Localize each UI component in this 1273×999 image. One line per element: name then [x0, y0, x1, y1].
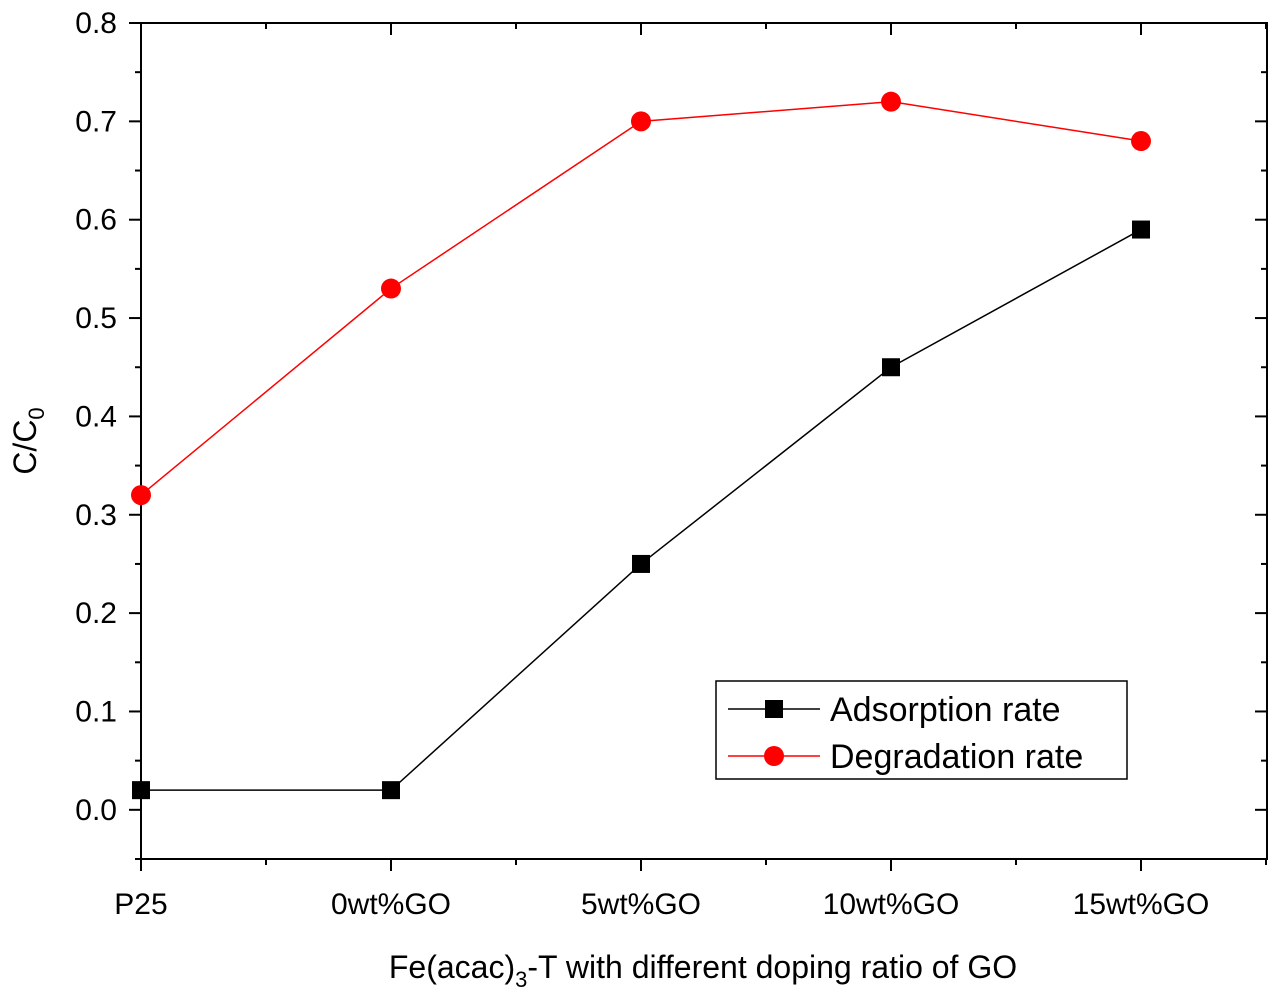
- y-tick-label: 0.6: [75, 204, 117, 237]
- data-point-degradation-rate: [631, 111, 651, 132]
- y-tick-label: 0.8: [75, 7, 117, 40]
- legend: Adsorption rate Degradation rate: [715, 680, 1128, 780]
- x-tick-label: 5wt%GO: [581, 888, 701, 921]
- data-point-adsorption-rate: [882, 358, 900, 377]
- y-axis-title: C/C0: [7, 407, 49, 474]
- x-tick-label: 10wt%GO: [823, 888, 960, 921]
- y-tick-label: 0.0: [75, 794, 117, 827]
- legend-marker-degradation: [764, 746, 784, 766]
- data-point-adsorption-rate: [632, 554, 650, 573]
- data-point-degradation-rate: [1131, 131, 1151, 152]
- x-tick-label: 15wt%GO: [1073, 888, 1210, 921]
- x-tick-label: 0wt%GO: [331, 888, 451, 921]
- x-axis-title-suffix: -T with different doping ratio of GO: [527, 949, 1017, 985]
- legend-box: [715, 680, 1128, 780]
- y-tick-label: 0.7: [75, 105, 117, 138]
- data-point-adsorption-rate: [1132, 220, 1150, 239]
- x-axis-title-prefix: Fe(acac): [389, 949, 515, 985]
- data-point-degradation-rate: [381, 278, 401, 299]
- x-tick-label: P25: [114, 888, 167, 921]
- y-tick-label: 0.5: [75, 302, 117, 335]
- plot-frame: [140, 22, 1268, 860]
- legend-label-adsorption: Adsorption rate: [830, 691, 1061, 729]
- y-axis-ticks: 0.0 0.1 0.2 0.3 0.4 0.5 0.6 0.7 0.8: [75, 7, 1267, 860]
- series-line-degradation-rate: [140, 100, 1142, 496]
- data-point-adsorption-rate: [382, 781, 400, 800]
- y-axis-title-main: C/C: [7, 420, 43, 475]
- x-axis-title-subscript: 3: [515, 967, 527, 992]
- y-tick-label: 0.4: [75, 400, 117, 433]
- x-axis-ticks: P25 0wt%GO 5wt%GO 10wt%GO 15wt%GO: [114, 23, 1267, 921]
- series-layer: [131, 91, 1151, 800]
- data-point-adsorption-rate: [132, 781, 150, 800]
- y-tick-label: 0.1: [75, 695, 117, 728]
- data-point-degradation-rate: [131, 485, 151, 506]
- legend-label-degradation: Degradation rate: [830, 738, 1083, 776]
- data-point-degradation-rate: [881, 91, 901, 112]
- legend-marker-adsorption: [765, 700, 783, 718]
- y-tick-label: 0.3: [75, 499, 117, 532]
- y-axis-title-subscript: 0: [24, 407, 49, 419]
- x-axis-title: Fe(acac)3-T with different doping ratio …: [389, 949, 1017, 992]
- y-tick-label: 0.2: [75, 597, 117, 630]
